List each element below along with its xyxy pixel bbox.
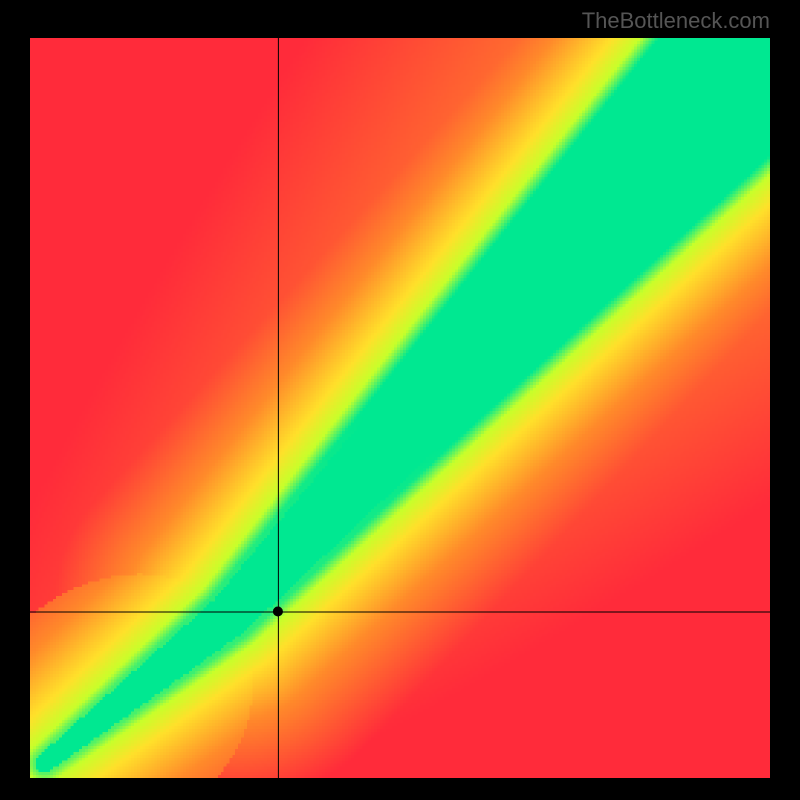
watermark-text: TheBottleneck.com xyxy=(582,8,770,34)
heatmap-canvas xyxy=(30,38,770,778)
heatmap-chart xyxy=(30,38,770,778)
